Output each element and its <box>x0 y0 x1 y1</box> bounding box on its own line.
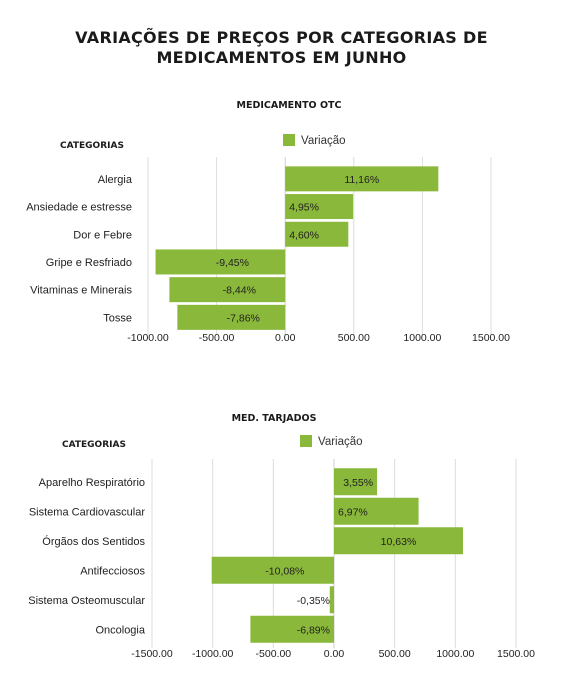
x-tick-label: 500.00 <box>379 648 411 660</box>
chart-title: MED. TARJADOS <box>232 413 317 424</box>
data-label: 10,63% <box>381 536 417 548</box>
x-tick-label: 0.00 <box>324 648 345 660</box>
x-tick-label: -1500.00 <box>131 648 173 660</box>
category-label: Órgãos dos Sentidos <box>42 535 145 548</box>
x-tick-label: 1000.00 <box>403 332 441 344</box>
main-title-line-2: MEDICAMENTOS EM JUNHO <box>156 48 407 67</box>
data-label: -10,08% <box>265 565 304 577</box>
category-label: Antifecciosos <box>80 565 145 577</box>
bar <box>155 249 286 275</box>
category-label: Ansiedade e estresse <box>26 202 132 214</box>
category-label: Tosse <box>103 312 132 324</box>
x-tick-label: -1000.00 <box>127 332 169 344</box>
bar <box>334 497 419 525</box>
legend-label: Variação <box>318 436 363 448</box>
bar <box>285 166 439 192</box>
category-label: Vitaminas e Minerais <box>30 285 132 297</box>
x-tick-label: 0.00 <box>275 332 296 344</box>
data-label: -8,44% <box>223 285 256 297</box>
x-tick-label: 1500.00 <box>472 332 510 344</box>
legend-label: Variação <box>301 135 346 147</box>
category-label: Oncologia <box>95 624 145 636</box>
category-header: CATEGORIAS <box>62 440 126 450</box>
chart-tarjados: MED. TARJADOS CATEGORIAS Variação Aparelho … <box>28 413 535 660</box>
x-tick-label: 1000.00 <box>436 648 474 660</box>
x-tick-label: -1000.00 <box>192 648 234 660</box>
data-label: -9,45% <box>216 257 249 269</box>
chart-title: MEDICAMENTO OTC <box>237 100 342 111</box>
data-label: 11,16% <box>344 174 379 186</box>
bar <box>285 221 349 247</box>
data-label: -0,35% <box>297 595 330 607</box>
bar <box>211 556 334 584</box>
bar <box>177 304 286 330</box>
bar <box>285 194 354 220</box>
chart-otc: MEDICAMENTO OTC CATEGORIAS Variação Alergia… <box>26 100 510 344</box>
x-tick-label: 500.00 <box>338 332 370 344</box>
category-header: CATEGORIAS <box>60 141 124 151</box>
legend-swatch <box>283 134 295 146</box>
legend-swatch <box>300 435 312 447</box>
bar <box>334 468 378 496</box>
data-label: 3,55% <box>343 477 373 489</box>
category-label: Sistema Cardiovascular <box>29 506 145 518</box>
category-label: Aparelho Respiratório <box>39 477 145 489</box>
bar <box>329 586 334 614</box>
data-label: 4,60% <box>289 229 319 241</box>
bar <box>169 277 286 303</box>
x-tick-label: 1500.00 <box>497 648 535 660</box>
category-label: Alergia <box>98 174 133 186</box>
main-title-line-1: VARIAÇÕES DE PREÇOS POR CATEGORIAS DE <box>75 28 488 47</box>
main-title: VARIAÇÕES DE PREÇOS POR CATEGORIAS DE ME… <box>0 28 563 68</box>
data-label: 6,97% <box>338 506 368 518</box>
x-tick-label: -500.00 <box>256 648 292 660</box>
category-label: Sistema Osteomuscular <box>28 595 145 607</box>
data-label: -6,89% <box>297 624 330 636</box>
x-tick-label: -500.00 <box>199 332 235 344</box>
category-label: Gripe e Resfriado <box>46 257 132 269</box>
bar <box>250 615 334 643</box>
category-label: Dor e Febre <box>73 229 132 241</box>
data-label: -7,86% <box>227 312 260 324</box>
bar <box>334 527 463 555</box>
data-label: 4,95% <box>289 202 319 214</box>
